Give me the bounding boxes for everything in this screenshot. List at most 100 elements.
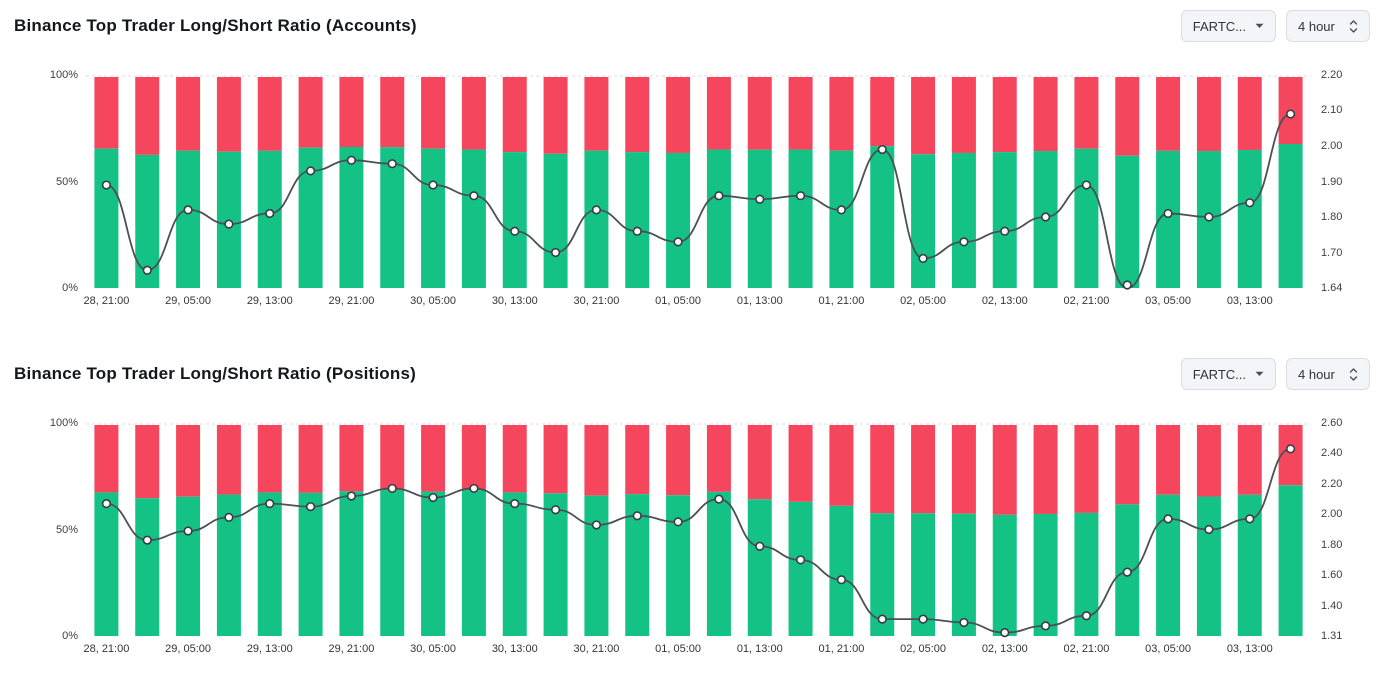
line-marker[interactable] xyxy=(305,502,316,512)
line-marker[interactable] xyxy=(346,155,357,165)
line-marker[interactable] xyxy=(1245,198,1255,208)
line-marker[interactable] xyxy=(1122,280,1132,290)
short-bar[interactable] xyxy=(747,425,772,500)
short-bar[interactable] xyxy=(135,77,160,155)
chart-canvas[interactable] xyxy=(86,423,1311,638)
line-marker[interactable] xyxy=(101,499,112,509)
short-bar[interactable] xyxy=(870,425,895,514)
long-bar[interactable] xyxy=(461,149,486,288)
line-marker[interactable] xyxy=(714,191,724,201)
line-marker[interactable] xyxy=(387,159,397,169)
long-bar[interactable] xyxy=(829,150,854,288)
plot-area[interactable] xyxy=(86,75,1311,290)
short-bar[interactable] xyxy=(666,77,691,153)
line-marker[interactable] xyxy=(591,520,602,530)
long-bar[interactable] xyxy=(94,492,119,636)
long-bar[interactable] xyxy=(788,501,813,636)
long-bar[interactable] xyxy=(706,491,731,636)
short-bar[interactable] xyxy=(257,77,282,151)
long-bar[interactable] xyxy=(870,146,895,288)
long-bar[interactable] xyxy=(135,498,160,636)
long-bar[interactable] xyxy=(747,499,772,636)
short-bar[interactable] xyxy=(706,425,731,492)
plot-area[interactable] xyxy=(86,423,1311,638)
long-bar[interactable] xyxy=(380,147,405,288)
short-bar[interactable] xyxy=(1074,425,1099,513)
short-bar[interactable] xyxy=(461,77,486,150)
line-marker[interactable] xyxy=(755,541,765,551)
short-bar[interactable] xyxy=(1237,425,1262,495)
short-bar[interactable] xyxy=(788,77,813,150)
long-bar[interactable] xyxy=(1033,513,1058,636)
line-marker[interactable] xyxy=(1285,109,1296,119)
long-bar[interactable] xyxy=(625,152,650,288)
line-marker[interactable] xyxy=(1040,621,1051,631)
short-bar[interactable] xyxy=(1278,425,1303,486)
short-bar[interactable] xyxy=(216,425,241,495)
line-marker[interactable] xyxy=(1204,524,1214,535)
long-bar[interactable] xyxy=(1074,148,1099,288)
short-bar[interactable] xyxy=(339,77,364,147)
long-bar[interactable] xyxy=(502,152,527,288)
line-marker[interactable] xyxy=(1081,611,1092,621)
long-bar[interactable] xyxy=(543,493,568,636)
short-bar[interactable] xyxy=(911,77,936,155)
short-bar[interactable] xyxy=(992,77,1017,153)
line-marker[interactable] xyxy=(428,180,438,190)
line-marker[interactable] xyxy=(1000,226,1010,236)
line-marker[interactable] xyxy=(918,253,928,264)
short-bar[interactable] xyxy=(584,425,609,496)
symbol-select[interactable]: FARTC... xyxy=(1180,10,1276,42)
short-bar[interactable] xyxy=(1237,77,1262,150)
short-bar[interactable] xyxy=(1033,77,1058,152)
long-bar[interactable] xyxy=(380,490,405,636)
line-marker[interactable] xyxy=(877,144,887,155)
short-bar[interactable] xyxy=(421,77,446,149)
short-bar[interactable] xyxy=(992,425,1017,515)
short-bar[interactable] xyxy=(543,425,568,494)
line-marker[interactable] xyxy=(101,180,112,190)
line-marker[interactable] xyxy=(224,512,234,522)
long-bar[interactable] xyxy=(584,495,609,636)
line-marker[interactable] xyxy=(1122,567,1132,577)
short-bar[interactable] xyxy=(216,77,241,152)
short-bar[interactable] xyxy=(461,425,486,491)
long-bar[interactable] xyxy=(421,491,446,636)
long-bar[interactable] xyxy=(951,513,976,636)
long-bar[interactable] xyxy=(298,492,323,636)
short-bar[interactable] xyxy=(625,77,650,153)
long-bar[interactable] xyxy=(992,514,1017,636)
short-bar[interactable] xyxy=(706,77,731,150)
line-marker[interactable] xyxy=(305,166,316,176)
line-marker[interactable] xyxy=(1000,628,1010,638)
long-bar[interactable] xyxy=(911,154,936,288)
long-bar[interactable] xyxy=(94,148,119,288)
long-bar[interactable] xyxy=(1278,485,1303,636)
long-bar[interactable] xyxy=(584,150,609,288)
long-bar[interactable] xyxy=(788,149,813,288)
short-bar[interactable] xyxy=(1196,77,1221,152)
line-marker[interactable] xyxy=(346,491,357,501)
short-bar[interactable] xyxy=(951,425,976,514)
short-bar[interactable] xyxy=(380,77,405,148)
long-bar[interactable] xyxy=(1278,144,1303,288)
long-bar[interactable] xyxy=(257,492,282,636)
short-bar[interactable] xyxy=(339,425,364,492)
line-marker[interactable] xyxy=(469,191,479,201)
short-bar[interactable] xyxy=(1115,77,1140,156)
long-bar[interactable] xyxy=(461,490,486,636)
line-marker[interactable] xyxy=(877,614,887,624)
short-bar[interactable] xyxy=(380,425,405,491)
long-bar[interactable] xyxy=(176,150,201,288)
short-bar[interactable] xyxy=(1196,425,1221,497)
line-marker[interactable] xyxy=(1285,444,1296,454)
line-marker[interactable] xyxy=(1204,212,1214,222)
long-bar[interactable] xyxy=(502,492,527,636)
short-bar[interactable] xyxy=(1156,77,1181,151)
long-bar[interactable] xyxy=(1115,155,1140,288)
short-bar[interactable] xyxy=(911,425,936,514)
line-marker[interactable] xyxy=(591,205,602,215)
short-bar[interactable] xyxy=(1033,425,1058,514)
short-bar[interactable] xyxy=(94,77,119,149)
line-marker[interactable] xyxy=(550,505,561,515)
